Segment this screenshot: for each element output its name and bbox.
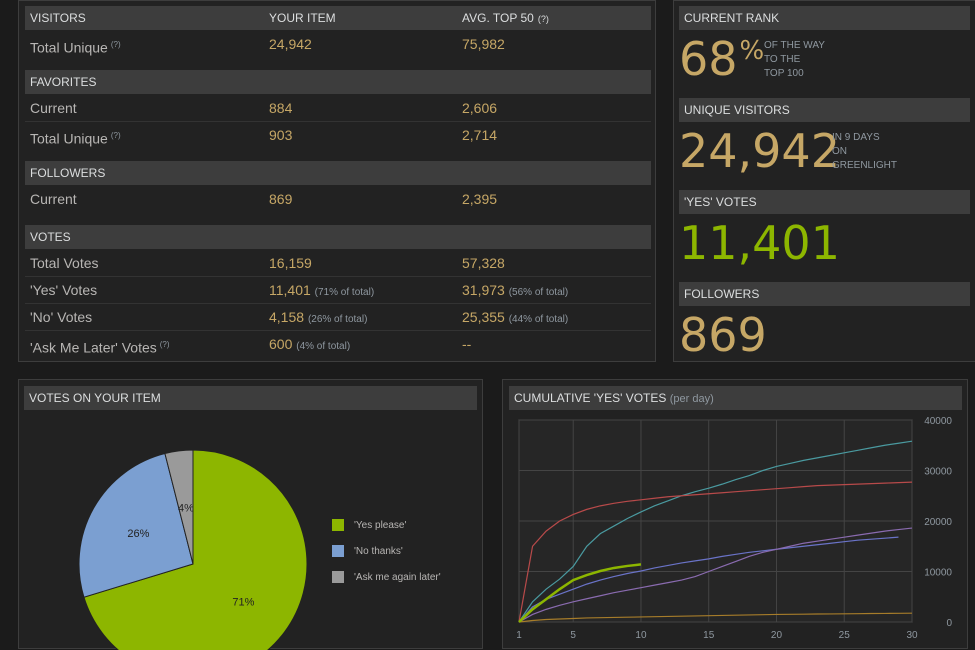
pie-slice-later xyxy=(164,449,194,565)
help-icon[interactable]: (?) xyxy=(537,14,549,24)
table-row: 'Yes' Votes 11,401 (71% of total) 31,973… xyxy=(25,277,651,304)
table-row: 'No' Votes 4,158 (26% of total) 25,355 (… xyxy=(25,304,651,331)
x-tick-label: 10 xyxy=(635,630,647,641)
unique-visitors-value: 24,942 xyxy=(679,124,840,178)
x-tick-label: 20 xyxy=(771,630,783,641)
y-tick-label: 20000 xyxy=(924,517,952,528)
help-icon[interactable]: (?) xyxy=(110,40,121,49)
table-row: Total Votes 16,159 57,328 xyxy=(25,250,651,277)
table-row: Current 884 2,606 xyxy=(25,95,651,122)
series-line xyxy=(518,440,913,623)
x-tick-label: 30 xyxy=(906,630,918,641)
rank-value: 68% xyxy=(679,32,765,86)
legend-swatch-no xyxy=(332,545,344,557)
series-line xyxy=(518,536,899,623)
y-tick-label: 30000 xyxy=(924,467,952,478)
votes-header: VOTES xyxy=(25,225,651,249)
current-rank-header: CURRENT RANK xyxy=(679,6,970,30)
unique-visitors-description: IN 9 DAYS ON GREENLIGHT xyxy=(832,132,898,171)
help-icon[interactable]: (?) xyxy=(159,340,170,349)
followers-header: FOLLOWERS xyxy=(25,161,651,185)
legend-label-yes: 'Yes please' xyxy=(354,520,407,531)
followers-side-header: FOLLOWERS xyxy=(679,282,970,306)
series-line xyxy=(518,527,913,623)
pie-panel: VOTES ON YOUR ITEM 71% 26% 4% 'Yes please'… xyxy=(18,379,483,650)
help-icon[interactable]: (?) xyxy=(110,131,121,140)
table-row: Current 869 2,395 xyxy=(30,191,498,207)
col-avg-top50: AVG. TOP 50 (?) xyxy=(462,11,549,25)
pie-data-label: 4% xyxy=(178,502,194,514)
y-tick-label: 40000 xyxy=(924,416,952,427)
legend-label-later: 'Ask me again later' xyxy=(354,572,441,583)
pie-slice-yes xyxy=(83,449,308,650)
visitors-header: VISITORS YOUR ITEM AVG. TOP 50 (?) xyxy=(25,6,651,30)
pie-chart: 71% 26% 4% xyxy=(78,449,308,650)
legend-swatch-later xyxy=(332,571,344,583)
legend-label-no: 'No thanks' xyxy=(354,546,403,557)
table-row: Total Unique (?) 903 2,714 xyxy=(30,127,498,147)
followers-value: 869 xyxy=(679,308,767,362)
y-tick-label: 10000 xyxy=(924,568,952,579)
x-tick-label: 5 xyxy=(570,630,576,641)
series-line-your-item xyxy=(518,563,642,623)
x-tick-label: 1 xyxy=(516,630,522,641)
y-tick-label: 0 xyxy=(946,618,952,629)
unique-visitors-header: UNIQUE VISITORS xyxy=(679,98,970,122)
series-line xyxy=(518,612,913,623)
legend-swatch-yes xyxy=(332,519,344,531)
x-tick-label: 25 xyxy=(839,630,851,641)
yes-votes-header: 'YES' VOTES xyxy=(679,190,970,214)
series-line xyxy=(518,481,913,623)
stats-panel: VISITORS YOUR ITEM AVG. TOP 50 (?) Total … xyxy=(18,0,656,362)
line-panel: CUMULATIVE 'YES' VOTES (per day) 1 5 10 15 2… xyxy=(502,379,968,649)
side-stats-panel: CURRENT RANK 68% OF THE WAY TO THE TOP 100… xyxy=(673,0,975,362)
favorites-header: FAVORITES xyxy=(25,70,651,94)
table-row: Total Unique (?) 24,942 75,982 xyxy=(30,36,505,56)
pie-slice-no xyxy=(78,452,194,598)
rank-description: OF THE WAY TO THE TOP 100 xyxy=(764,40,825,79)
x-tick-label: 15 xyxy=(703,630,715,641)
pie-data-label: 71% xyxy=(232,596,254,608)
table-row: 'Ask Me Later' Votes (?) 600 (4% of total… xyxy=(30,336,472,356)
pie-header: VOTES ON YOUR ITEM xyxy=(24,386,477,410)
line-header: CUMULATIVE 'YES' VOTES (per day) xyxy=(509,386,962,410)
col-your-item: YOUR ITEM xyxy=(269,11,336,25)
yes-votes-value: 11,401 xyxy=(679,216,840,270)
pie-data-label: 26% xyxy=(127,528,149,540)
